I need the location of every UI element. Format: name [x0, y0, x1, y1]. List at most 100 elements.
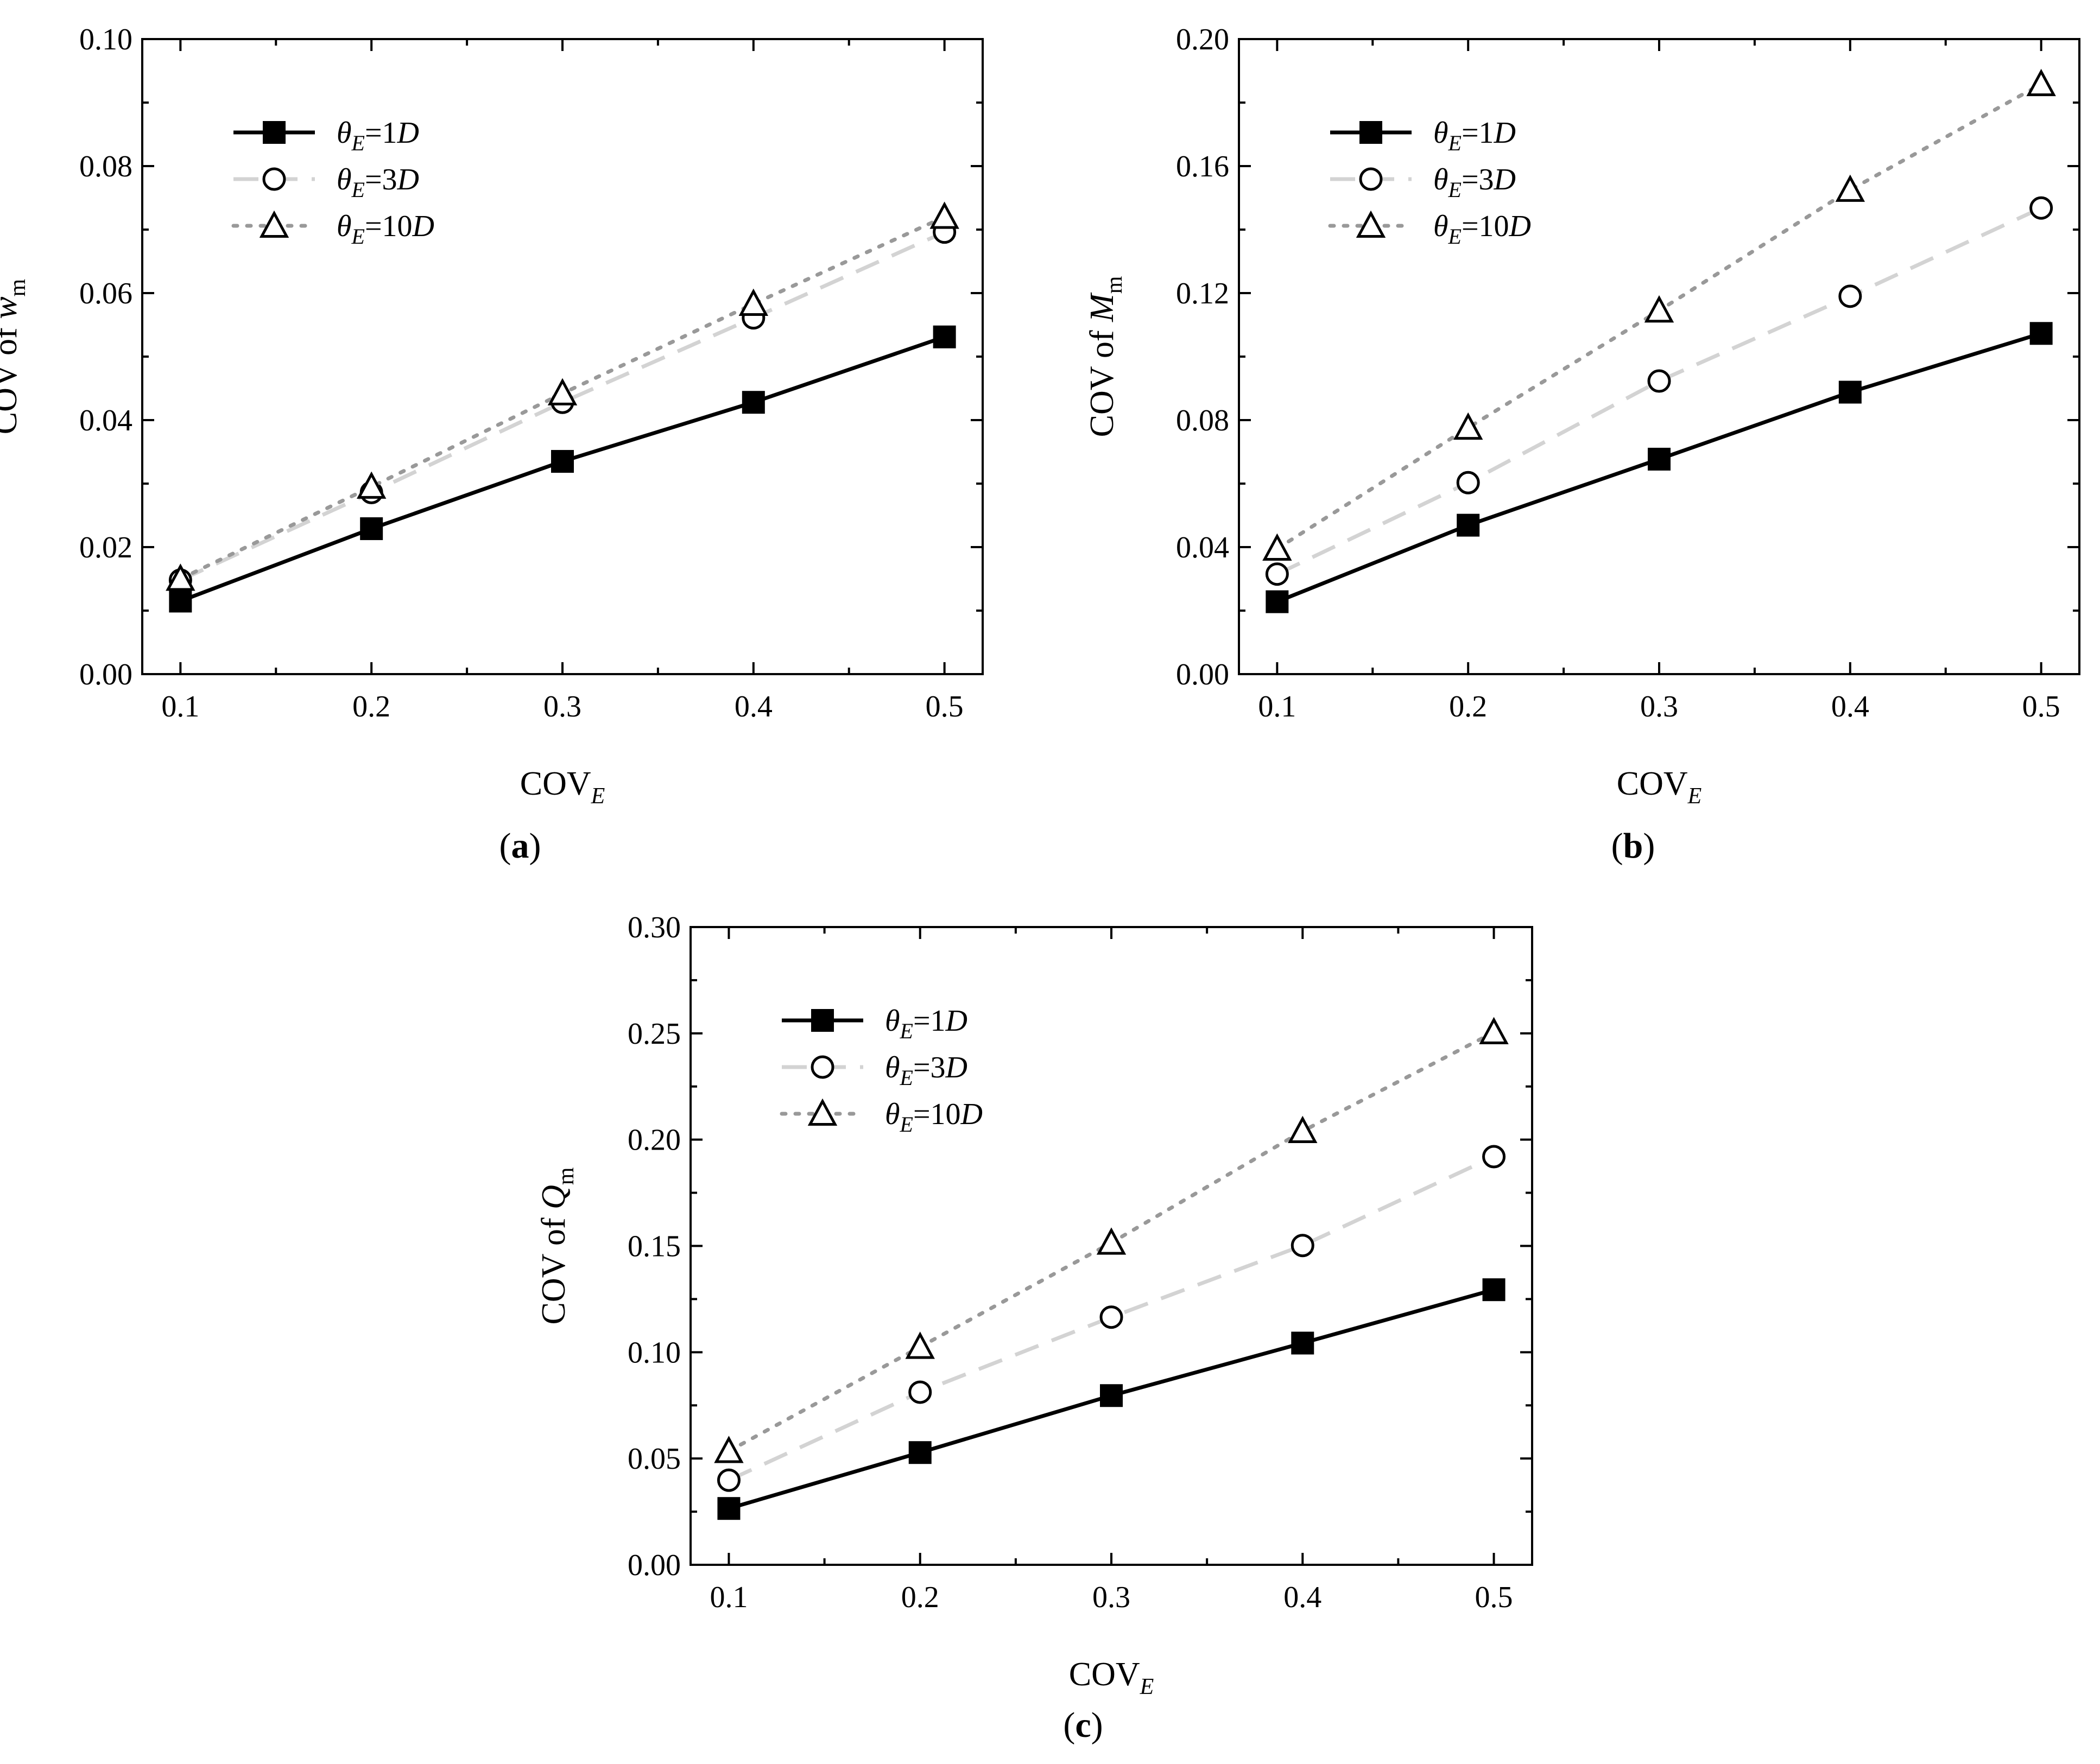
data-point	[166, 563, 195, 591]
y-axis-title: COV of wm	[0, 278, 30, 434]
chart-panel-a: 0.1 0.2 0.3 0.4 0.5 0.00 0.02 0.04 0.06 0.08 0.10 C…	[0, 23, 984, 809]
series-line	[1276, 206, 2042, 576]
y-tick-label: 0.06	[79, 277, 132, 310]
x-tick-label: 0.5	[926, 690, 964, 724]
series-1	[1266, 322, 2053, 613]
x-tick-label: 0.1	[161, 690, 199, 724]
data-point	[1482, 1278, 1506, 1302]
data-point	[738, 288, 769, 316]
data-point	[1648, 447, 1671, 471]
data-point	[2029, 322, 2053, 345]
data-point	[1838, 284, 1862, 308]
data-point	[908, 1441, 932, 1464]
x-tick-label: 0.2	[1449, 690, 1487, 724]
series-line	[728, 1154, 1495, 1482]
y-tick-label: 0.04	[79, 404, 132, 437]
data-point	[1644, 295, 1674, 323]
legend-marker	[811, 1055, 834, 1079]
x-tick-label: 0.5	[2022, 690, 2060, 724]
legend-marker	[807, 1098, 838, 1126]
series-1	[169, 325, 956, 613]
data-point	[2029, 196, 2053, 220]
data-point	[742, 391, 765, 414]
y-tick-label: 0.20	[1176, 23, 1229, 56]
data-point	[929, 201, 959, 229]
series-line	[179, 230, 946, 582]
x-tick-label: 0.4	[735, 690, 773, 724]
data-point	[1288, 1115, 1318, 1144]
x-tick-label: 0.4	[1283, 1581, 1321, 1614]
y-tick-label: 0.02	[79, 531, 132, 564]
data-point	[1291, 1331, 1314, 1355]
y-tick-label: 0.00	[79, 658, 132, 691]
data-point	[1453, 412, 1483, 440]
legend: θE=1D θE=3D θE=10D	[780, 1004, 983, 1137]
y-axis-title: COV of Mm	[1084, 276, 1127, 437]
y-tick-label: 0.25	[628, 1017, 681, 1051]
data-point	[1291, 1234, 1314, 1258]
chart-panel-b: 0.1 0.2 0.3 0.4 0.5 0.00 0.04 0.08 0.12 0.16 0.20 C…	[1084, 23, 2080, 809]
data-point	[1457, 513, 1480, 537]
legend-label: θE=1D	[337, 116, 419, 155]
series-3	[166, 201, 959, 591]
y-axis-title: COV of Qm	[535, 1167, 579, 1324]
data-point	[1647, 369, 1671, 393]
x-tick-label: 0.1	[1258, 690, 1296, 724]
data-point	[1482, 1145, 1506, 1169]
data-point	[1265, 562, 1289, 586]
y-tick-label: 0.12	[1176, 277, 1229, 310]
y-tick-label: 0.08	[79, 150, 132, 183]
panel-caption: (a)	[499, 826, 541, 866]
y-tick-label: 0.04	[1176, 531, 1229, 564]
x-tick-label: 0.2	[901, 1581, 939, 1614]
y-tick-label: 0.15	[628, 1230, 681, 1264]
y-tick-label: 0.00	[628, 1549, 681, 1582]
data-point	[1479, 1017, 1509, 1044]
x-tick-label: 0.3	[543, 690, 581, 724]
legend-marker	[259, 210, 289, 238]
y-tick-label: 0.10	[628, 1336, 681, 1369]
data-point	[2026, 68, 2056, 97]
panel-caption: (c)	[1063, 1705, 1103, 1745]
data-point	[717, 1497, 741, 1520]
series-2	[1265, 196, 2053, 586]
legend: θE=1D θE=3D θE=10D	[1328, 116, 1531, 249]
data-point	[1100, 1384, 1123, 1407]
data-point	[1096, 1227, 1127, 1255]
series-2	[717, 1145, 1506, 1492]
legend-marker	[263, 121, 286, 144]
y-tick-label: 0.10	[79, 23, 132, 56]
legend-label: θE=3D	[1433, 163, 1516, 202]
data-point	[905, 1331, 935, 1359]
data-point	[1262, 533, 1292, 561]
data-point	[547, 378, 578, 405]
x-tick-label: 0.2	[352, 690, 390, 724]
y-tick-label: 0.16	[1176, 150, 1229, 183]
x-tick-label: 0.4	[1831, 690, 1869, 724]
data-point	[1835, 174, 1865, 202]
y-tick-label: 0.20	[628, 1124, 681, 1157]
x-axis-title: COVE	[1617, 765, 1702, 809]
legend-marker	[811, 1009, 834, 1032]
y-tick-label: 0.30	[628, 911, 681, 944]
series-3	[714, 1017, 1509, 1463]
x-tick-label: 0.5	[1475, 1581, 1513, 1614]
legend-label: θE=1D	[1433, 116, 1516, 155]
legend-label: θE=3D	[337, 163, 419, 202]
legend-label: θE=10D	[885, 1097, 983, 1137]
x-tick-label: 0.1	[710, 1581, 748, 1614]
x-tick-label: 0.3	[1092, 1581, 1130, 1614]
series-1	[717, 1278, 1506, 1520]
legend: θE=1D θE=3D θE=10D	[231, 116, 434, 249]
data-point	[717, 1468, 741, 1492]
legend-marker	[1356, 210, 1386, 238]
chart-panel-c: 0.1 0.2 0.3 0.4 0.5 0.00 0.05 0.10 0.15 0.20 0.25 0…	[535, 911, 1533, 1699]
legend-marker	[1359, 121, 1382, 144]
legend-label: θE=3D	[885, 1051, 967, 1090]
legend-marker	[1359, 167, 1383, 191]
data-point	[1838, 380, 1862, 404]
series-3	[1262, 68, 2056, 561]
legend-label: θE=1D	[885, 1004, 967, 1043]
data-point	[551, 450, 574, 473]
